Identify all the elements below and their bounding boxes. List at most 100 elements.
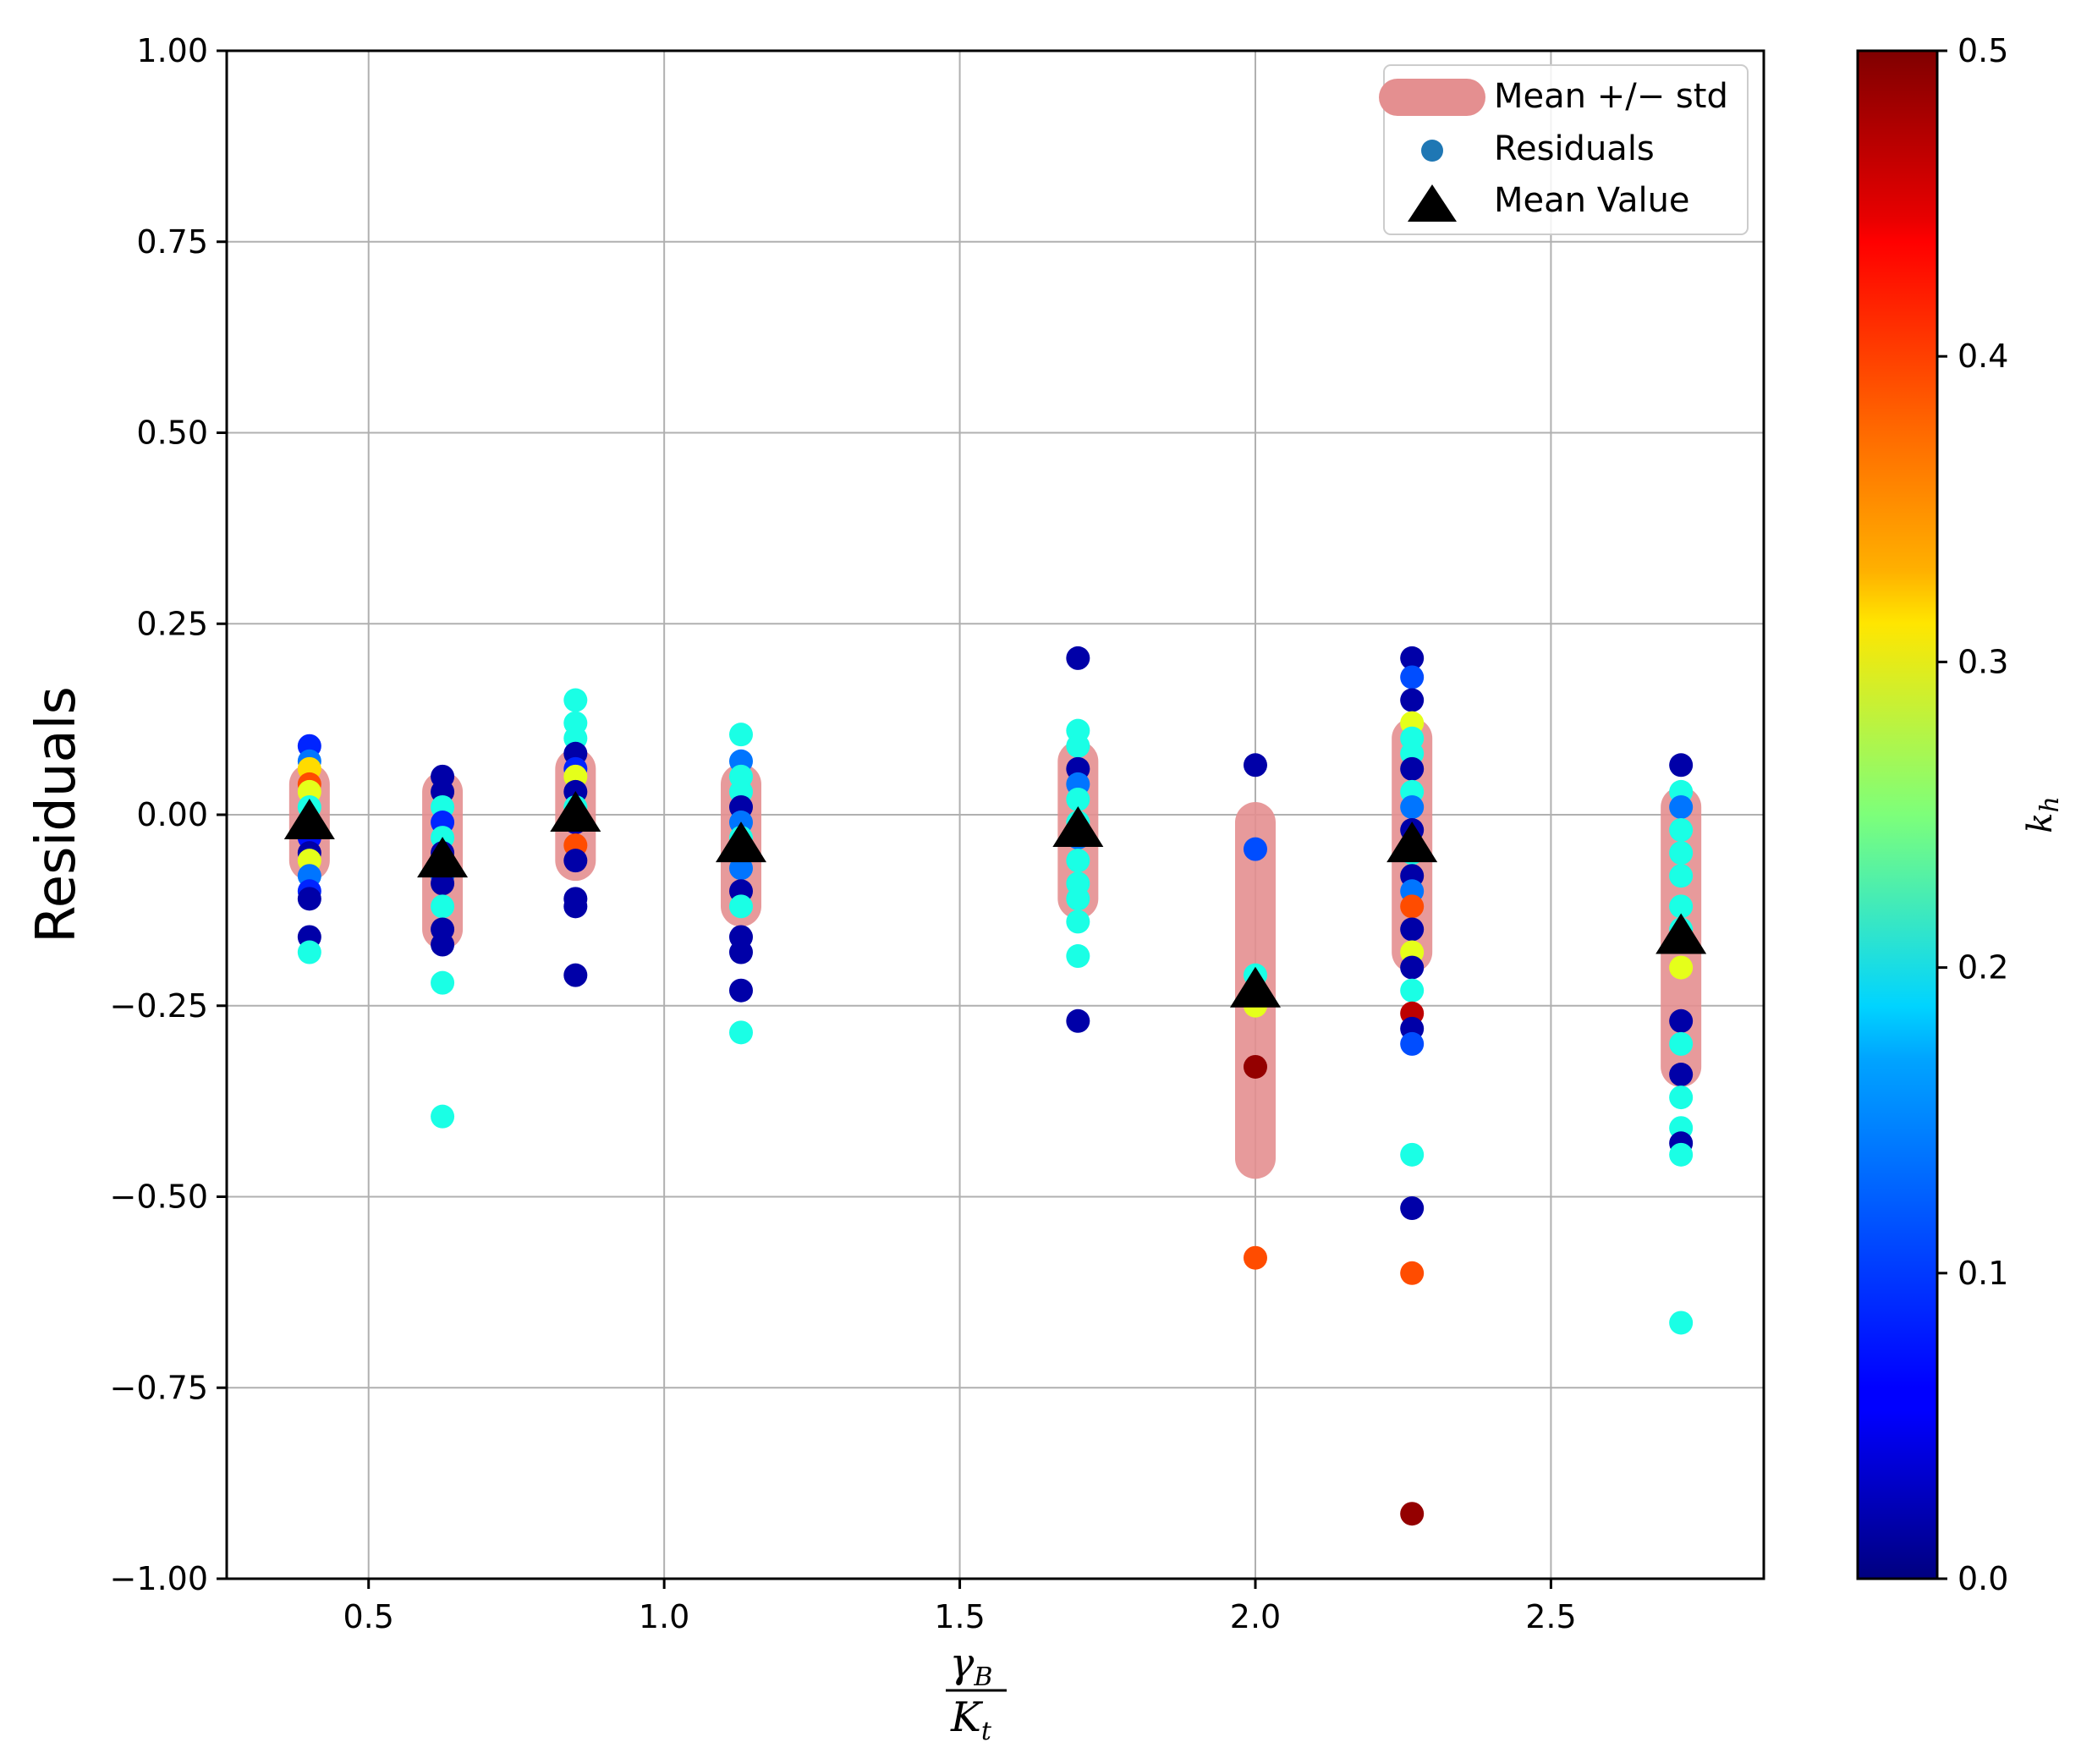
mean-marker bbox=[1229, 966, 1281, 1008]
residual-point bbox=[563, 849, 588, 873]
y-tick-label: −0.50 bbox=[110, 1179, 208, 1216]
residual-point bbox=[728, 894, 753, 919]
x-tick-label: 0.5 bbox=[343, 1598, 394, 1635]
y-tick-label: 0.25 bbox=[136, 605, 208, 642]
residual-point bbox=[1669, 1031, 1694, 1056]
residual-point bbox=[1400, 978, 1425, 1003]
residual-point bbox=[1066, 787, 1090, 811]
residual-point bbox=[1669, 1063, 1694, 1087]
residual-point bbox=[1243, 753, 1267, 778]
colorbar-ticks: 0.0 0.1 0.2 0.3 0.4 0.5 bbox=[1937, 32, 2008, 1597]
residual-point bbox=[1400, 1031, 1425, 1056]
residual-point bbox=[1243, 837, 1267, 861]
mean-marker bbox=[1655, 913, 1707, 954]
colorbar: 0.0 0.1 0.2 0.3 0.4 0.5 kh bbox=[1856, 32, 2065, 1597]
residual-point bbox=[728, 978, 753, 1003]
mean-marker bbox=[715, 822, 766, 863]
residual-point bbox=[1066, 849, 1090, 873]
colorbar-label: kh bbox=[2021, 796, 2065, 833]
x-tick-label: 2.5 bbox=[1525, 1598, 1576, 1635]
svg-text:Kt: Kt bbox=[950, 1694, 992, 1746]
residual-point bbox=[431, 1104, 455, 1129]
residual-point bbox=[1243, 1245, 1267, 1270]
mean-marker bbox=[417, 837, 469, 878]
mean-marker bbox=[1386, 822, 1438, 863]
residual-point bbox=[728, 940, 753, 964]
x-label-denominator: K bbox=[950, 1694, 984, 1741]
residual-point bbox=[563, 894, 588, 919]
colorbar-tick-label: 0.1 bbox=[1957, 1255, 2008, 1292]
mean-marker bbox=[283, 799, 335, 840]
x-tick-label: 1.5 bbox=[934, 1598, 985, 1635]
x-label-numerator-sub: B bbox=[973, 1662, 992, 1692]
residual-point bbox=[1066, 887, 1090, 911]
x-tick-label: 1.0 bbox=[639, 1598, 689, 1635]
x-axis-label: γB Kt bbox=[946, 1640, 1007, 1746]
residual-point bbox=[1400, 646, 1425, 670]
residual-point bbox=[1066, 909, 1090, 934]
residual-point bbox=[1669, 864, 1694, 888]
residual-point bbox=[1400, 1196, 1425, 1221]
residual-point bbox=[1669, 753, 1694, 778]
residual-point bbox=[1669, 1085, 1694, 1110]
residual-point bbox=[1669, 1008, 1694, 1033]
x-label-numerator: γ bbox=[950, 1640, 975, 1687]
residual-point bbox=[1669, 894, 1694, 919]
y-axis-ticks: 1.00 0.75 0.50 0.25 0.00 −0.25 −0.50 −0.75 −1.00 bbox=[110, 32, 227, 1597]
y-tick-label: 1.00 bbox=[136, 32, 208, 69]
mean-marker bbox=[550, 791, 601, 832]
mean-markers bbox=[283, 791, 1707, 1008]
y-tick-label: −1.00 bbox=[110, 1560, 208, 1597]
residual-points bbox=[297, 646, 1694, 1526]
residual-point bbox=[1669, 841, 1694, 866]
colorbar-tick-label: 0.3 bbox=[1957, 643, 2008, 680]
y-tick-label: 0.75 bbox=[136, 223, 208, 261]
residual-point bbox=[1400, 1142, 1425, 1167]
legend-dot-swatch bbox=[1421, 140, 1443, 162]
legend-mean-swatch bbox=[1408, 184, 1457, 222]
residual-point bbox=[1669, 794, 1694, 819]
residual-point bbox=[1400, 1502, 1425, 1526]
y-tick-label: −0.25 bbox=[110, 987, 208, 1025]
residual-point bbox=[1066, 734, 1090, 758]
svg-text:γB: γB bbox=[950, 1640, 993, 1692]
residual-point bbox=[1400, 665, 1425, 690]
residual-point bbox=[1669, 1311, 1694, 1335]
residual-point bbox=[1066, 1008, 1090, 1033]
legend: Mean +/− std Residuals Mean Value bbox=[1379, 64, 1749, 235]
residual-point bbox=[563, 963, 588, 987]
residual-point bbox=[431, 932, 455, 957]
residual-point bbox=[1669, 1142, 1694, 1167]
x-label-denominator-sub: t bbox=[981, 1717, 992, 1746]
legend-label-mean: Mean Value bbox=[1494, 181, 1690, 220]
residual-point bbox=[563, 688, 588, 712]
residual-point bbox=[1400, 917, 1425, 942]
colorbar-tick-label: 0.0 bbox=[1957, 1560, 2008, 1597]
residual-point bbox=[297, 887, 321, 911]
residual-point bbox=[1400, 1261, 1425, 1285]
residual-point bbox=[1400, 794, 1425, 819]
residual-point bbox=[1066, 944, 1090, 969]
colorbar-tick-label: 0.4 bbox=[1957, 338, 2008, 375]
residual-point bbox=[431, 871, 455, 896]
legend-label-residuals: Residuals bbox=[1494, 129, 1655, 168]
residual-point bbox=[728, 723, 753, 747]
residual-point bbox=[1400, 894, 1425, 919]
residual-point bbox=[1400, 955, 1425, 980]
legend-band-swatch bbox=[1379, 79, 1485, 116]
y-tick-label: 0.50 bbox=[136, 415, 208, 452]
y-tick-label: 0.00 bbox=[136, 796, 208, 833]
residual-point bbox=[728, 856, 753, 881]
colorbar-gradient bbox=[1856, 49, 1939, 1580]
grid bbox=[227, 51, 1764, 1579]
colorbar-tick-label: 0.2 bbox=[1957, 949, 2008, 986]
residual-point bbox=[1400, 688, 1425, 712]
residual-point bbox=[1669, 818, 1694, 843]
y-tick-label: −0.75 bbox=[110, 1369, 208, 1406]
std-bands bbox=[288, 717, 1702, 1179]
residual-point bbox=[431, 970, 455, 995]
colorbar-tick-label: 0.5 bbox=[1957, 32, 2008, 69]
residual-point bbox=[1669, 955, 1694, 980]
residual-point bbox=[1400, 756, 1425, 781]
